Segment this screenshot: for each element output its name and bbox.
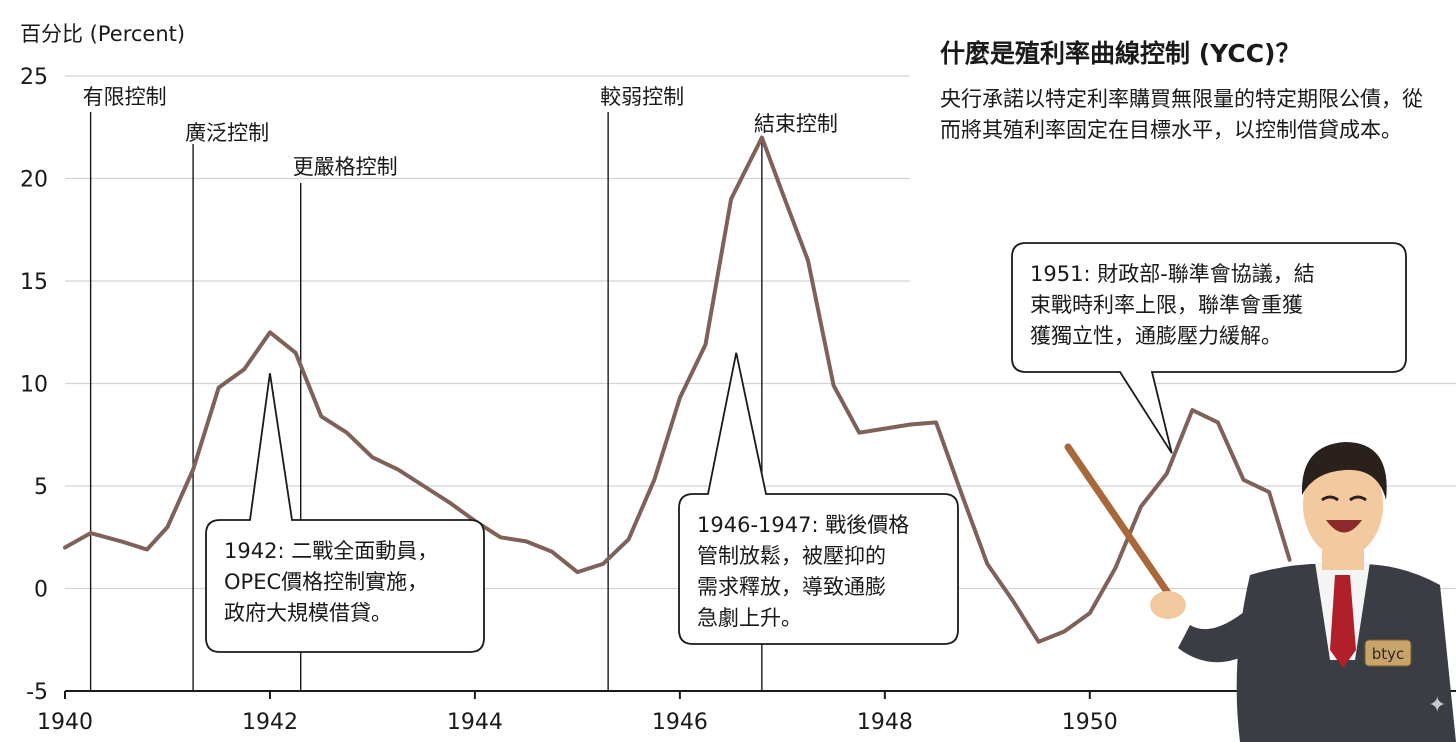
mouth — [1326, 520, 1362, 533]
presenter-arm — [1178, 600, 1270, 663]
face — [1303, 453, 1383, 557]
phase-label: 結束控制 — [754, 112, 838, 136]
hair — [1301, 442, 1387, 500]
tie — [1330, 575, 1356, 668]
phase-label: 較弱控制 — [600, 85, 684, 109]
eye-left — [1321, 495, 1339, 502]
phase-label: 有限控制 — [83, 85, 167, 109]
sparkle-icon: ✦ — [1428, 693, 1447, 718]
x-tick-label: 1942 — [242, 710, 298, 735]
x-tick-label: 1946 — [652, 710, 708, 735]
annotation-line: OPEC價格控制實施， — [224, 570, 429, 594]
phase-label: 更嚴格控制 — [293, 155, 398, 179]
annotation-line: 1942: 二戰全面動員， — [224, 539, 439, 563]
axis-ticks: -5 0 5 10 15 20 25 1940 1942 1944 1946 1948 1950 — [20, 65, 1118, 735]
annotation-line: 1946-1947: 戰後價格 — [697, 513, 910, 537]
x-tick-label: 1950 — [1062, 710, 1118, 735]
series-line — [63, 135, 1292, 644]
annotation-bubble — [678, 352, 959, 645]
y-tick-label: 25 — [20, 65, 48, 90]
y-tick-label: 5 — [34, 475, 48, 500]
x-tick-label: 1948 — [857, 710, 913, 735]
annotation-text: 1951: 財政部-聯準會協議，結 束戰時利率上限，聯準會重獲 獲獨立性，通膨壓力緩… — [1030, 259, 1315, 352]
annotation-line: 獲獨立性，通膨壓力緩解。 — [1030, 324, 1282, 348]
annotation-line: 束戰時利率上限，聯準會重獲 — [1030, 293, 1303, 317]
annotation-text: 1946-1947: 戰後價格 管制放鬆，被壓抑的 需求釋放，導致通膨 急劇上升。 — [697, 510, 909, 634]
annotation-line: 管制放鬆，被壓抑的 — [697, 544, 886, 568]
info-title: 什麼是殖利率曲線控制 (YCC)？ — [940, 39, 1301, 68]
grid — [65, 75, 1456, 590]
annotation-line: 1951: 財政部-聯準會協議，結 — [1030, 262, 1315, 286]
annotation-text: 1942: 二戰全面動員， OPEC價格控制實施， 政府大規模借貸。 — [224, 536, 438, 629]
phase-label: 廣泛控制 — [185, 121, 269, 145]
name-badge-text: btyc — [1372, 645, 1405, 663]
eye-right — [1349, 495, 1367, 502]
annotation-line: 需求釋放，導致通膨 — [697, 575, 886, 599]
x-tick-label: 1940 — [37, 710, 93, 735]
annotation-line: 政府大規模借貸。 — [224, 601, 392, 625]
y-tick-label: 10 — [20, 373, 48, 398]
y-tick-label: -5 — [26, 680, 48, 705]
info-description: 央行承諾以特定利率購買無限量的特定期限公債，從而將其殖利率固定在目標水平，以控制… — [940, 87, 1423, 142]
y-tick-label: 0 — [34, 578, 48, 603]
annotation-line: 急劇上升。 — [697, 606, 802, 630]
annotation-bubble — [205, 373, 485, 653]
annotation-bubble — [1011, 242, 1407, 454]
annotation-bubbles — [205, 242, 1407, 653]
x-tick-label: 1944 — [447, 710, 503, 735]
presenter-illustration: btyc — [1064, 442, 1456, 742]
y-tick-label: 15 — [20, 270, 48, 295]
y-tick-label: 20 — [20, 168, 48, 193]
hand — [1150, 591, 1186, 619]
y-axis-label: 百分比 (Percent) — [20, 22, 186, 46]
pointer-stick — [1064, 443, 1174, 600]
name-badge — [1364, 639, 1412, 667]
